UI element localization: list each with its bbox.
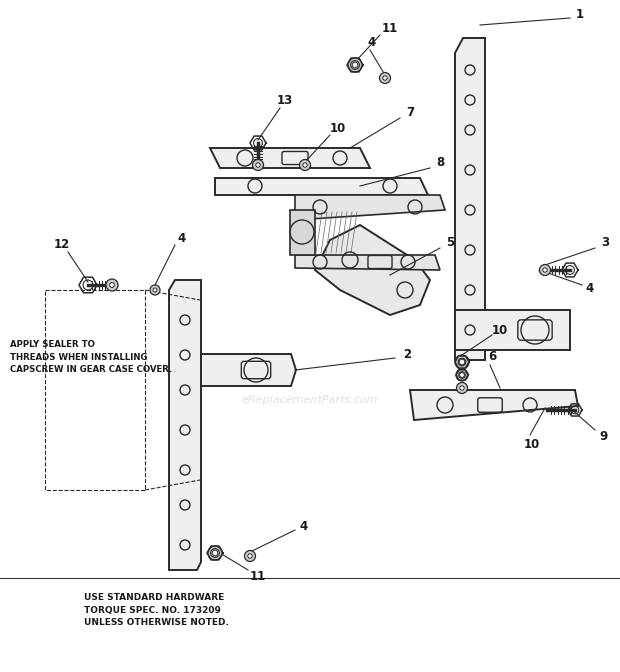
Text: 9: 9 [599,431,607,444]
Circle shape [110,283,115,288]
Circle shape [456,382,467,394]
Circle shape [208,546,222,560]
Text: 3: 3 [601,237,609,249]
Text: 6: 6 [488,351,496,364]
Text: 10: 10 [524,439,540,452]
Text: 4: 4 [586,282,594,294]
Circle shape [244,550,255,562]
Text: 10: 10 [330,122,346,134]
Polygon shape [455,38,485,360]
Text: 12: 12 [54,237,70,251]
Circle shape [542,268,547,272]
Circle shape [459,360,465,365]
Circle shape [256,163,260,167]
Circle shape [150,285,160,295]
Circle shape [106,279,118,291]
Polygon shape [169,280,201,570]
Circle shape [348,58,362,72]
Polygon shape [215,178,428,195]
Circle shape [252,159,264,171]
Text: 11: 11 [382,22,398,34]
Polygon shape [295,195,445,220]
Polygon shape [210,148,370,168]
Circle shape [383,76,388,80]
Text: 13: 13 [277,93,293,106]
Text: 8: 8 [436,157,444,169]
Circle shape [248,554,252,558]
Polygon shape [455,310,570,350]
Text: 2: 2 [403,349,411,362]
Circle shape [539,265,551,276]
Text: 4: 4 [300,519,308,532]
Circle shape [212,550,218,556]
Polygon shape [315,225,430,315]
Circle shape [352,62,358,68]
Polygon shape [290,210,315,255]
Text: 4: 4 [178,231,186,245]
Polygon shape [295,255,440,270]
Text: eReplacementParts.com: eReplacementParts.com [242,395,378,405]
Circle shape [299,159,311,171]
Text: 7: 7 [406,106,414,120]
Text: 10: 10 [492,323,508,337]
Circle shape [303,163,307,167]
Polygon shape [201,354,296,386]
Circle shape [459,372,464,378]
Circle shape [460,386,464,390]
Text: 11: 11 [250,571,266,583]
Text: APPLY SEALER TO
THREADS WHEN INSTALLING
CAPSCREW IN GEAR CASE COVER.: APPLY SEALER TO THREADS WHEN INSTALLING … [10,340,172,374]
Polygon shape [410,390,578,420]
Text: 4: 4 [368,36,376,48]
Circle shape [455,355,469,369]
Circle shape [456,369,468,381]
Text: USE STANDARD HARDWARE
TORQUE SPEC. NO. 173209
UNLESS OTHERWISE NOTED.: USE STANDARD HARDWARE TORQUE SPEC. NO. 1… [84,593,229,627]
Text: 1: 1 [576,7,584,21]
Circle shape [153,288,157,292]
Text: 5: 5 [446,237,454,249]
Circle shape [379,73,391,83]
